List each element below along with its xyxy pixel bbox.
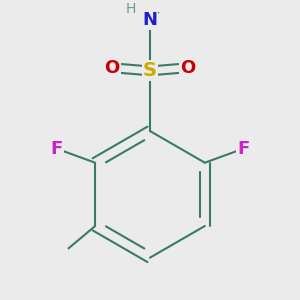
Text: N: N bbox=[142, 11, 158, 29]
Text: H: H bbox=[126, 2, 136, 16]
Text: O: O bbox=[180, 59, 196, 77]
Text: F: F bbox=[50, 140, 63, 158]
Text: S: S bbox=[143, 61, 157, 80]
Text: F: F bbox=[237, 140, 250, 158]
Text: O: O bbox=[104, 59, 120, 77]
